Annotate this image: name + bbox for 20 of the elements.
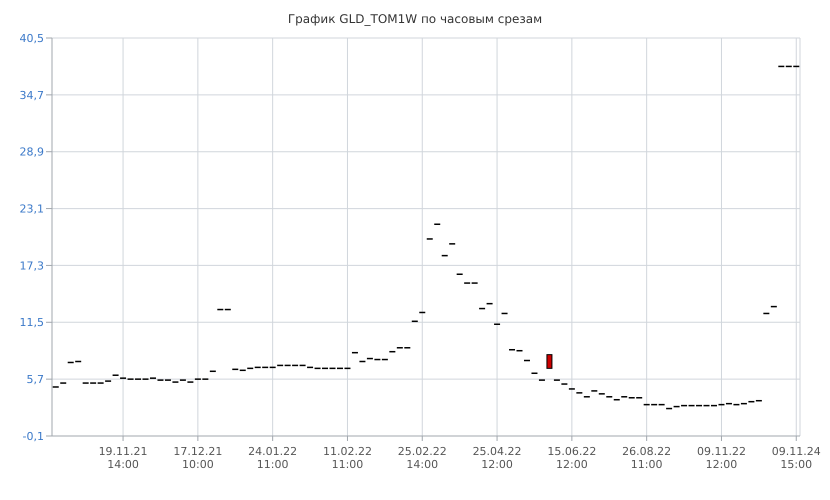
chart-title: График GLD_TOM1W по часовым срезам	[286, 12, 544, 26]
x-tick-label: 26.08.22 11:00	[622, 445, 672, 471]
x-tick-label: 25.02.22 14:00	[398, 445, 447, 471]
x-tick-label: 11.02.22 11:00	[322, 445, 372, 471]
y-tick-label: 40,5	[20, 32, 44, 45]
x-tick-label: 19.11.21 14:00	[98, 445, 148, 471]
y-tick-label: 23,1	[20, 202, 44, 216]
x-tick-label: 25.04.22 12:00	[472, 445, 522, 471]
x-tick-label: 15.06.22 12:00	[547, 445, 596, 471]
y-tick-label: 11,5	[20, 316, 44, 330]
candlestick	[546, 354, 552, 369]
y-tick-label: 28,9	[20, 146, 44, 159]
y-tick-label: -0,1	[22, 430, 44, 443]
y-tick-label: 17,3	[20, 259, 44, 272]
x-tick-label: 17.12.21 10:00	[173, 445, 222, 471]
x-tick-label: 09.11.24 15:00	[772, 445, 821, 471]
y-tick-label: 34,7	[20, 88, 44, 102]
x-tick-label: 09.11.22 12:00	[696, 445, 746, 471]
y-tick-label: 5,7	[26, 373, 44, 386]
x-tick-label: 24.01.22 11:00	[248, 445, 298, 471]
